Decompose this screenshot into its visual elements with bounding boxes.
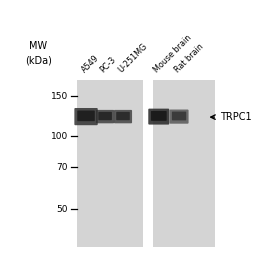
FancyBboxPatch shape xyxy=(151,111,167,121)
Text: Rat brain: Rat brain xyxy=(173,42,205,75)
Text: 150: 150 xyxy=(51,92,68,101)
FancyBboxPatch shape xyxy=(77,111,95,121)
Bar xyxy=(153,80,215,247)
FancyBboxPatch shape xyxy=(169,110,189,124)
FancyBboxPatch shape xyxy=(98,112,112,120)
FancyBboxPatch shape xyxy=(172,112,186,120)
Text: 100: 100 xyxy=(51,132,68,141)
Text: A549: A549 xyxy=(80,54,101,75)
FancyBboxPatch shape xyxy=(96,110,114,123)
FancyBboxPatch shape xyxy=(148,109,169,125)
Text: U-251MG: U-251MG xyxy=(117,42,149,75)
Text: (kDa): (kDa) xyxy=(25,56,52,66)
Text: TRPC1: TRPC1 xyxy=(220,112,251,122)
Text: 50: 50 xyxy=(57,205,68,214)
Text: 70: 70 xyxy=(57,163,68,172)
FancyBboxPatch shape xyxy=(116,112,130,120)
Text: MW: MW xyxy=(29,41,47,51)
Bar xyxy=(77,80,143,247)
FancyBboxPatch shape xyxy=(74,108,98,125)
Text: PC-3: PC-3 xyxy=(99,56,118,75)
FancyBboxPatch shape xyxy=(114,110,132,123)
Text: Mouse brain: Mouse brain xyxy=(152,34,194,75)
